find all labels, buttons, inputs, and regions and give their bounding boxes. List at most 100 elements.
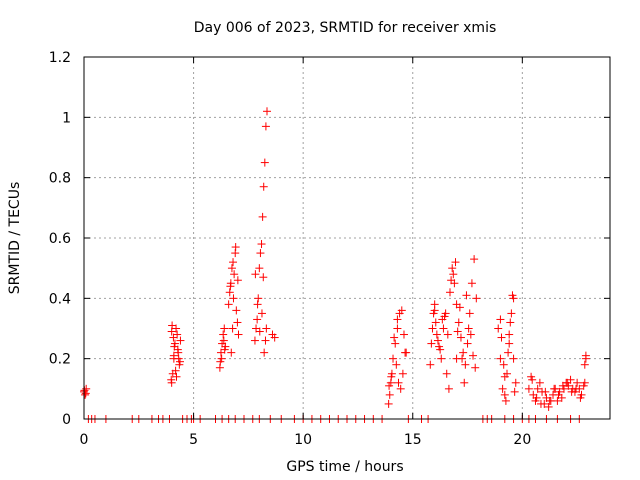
data-point	[430, 306, 439, 315]
x-tick-label: 10	[294, 432, 312, 448]
data-point	[220, 345, 229, 354]
data-point	[391, 339, 400, 348]
data-point	[81, 390, 90, 399]
data-point	[448, 264, 457, 273]
data-point	[532, 393, 541, 402]
data-point	[558, 381, 567, 390]
data-point	[385, 390, 394, 399]
y-tick-label: 0.2	[49, 352, 71, 368]
data-point	[167, 327, 176, 336]
data-point	[233, 318, 242, 327]
data-point	[536, 399, 545, 408]
data-point	[451, 258, 460, 267]
data-point	[169, 351, 178, 360]
data-point	[385, 381, 394, 390]
x-tick-label: 20	[513, 432, 531, 448]
data-point	[472, 294, 481, 303]
data-point	[167, 375, 176, 384]
data-point	[453, 327, 462, 336]
data-point	[437, 354, 446, 363]
data-point	[541, 387, 550, 396]
data-point	[257, 309, 266, 318]
data-point	[427, 339, 436, 348]
data-point	[524, 384, 533, 393]
data-point	[554, 390, 563, 399]
data-point	[535, 378, 544, 387]
data-point	[253, 315, 262, 324]
data-point	[544, 402, 553, 411]
data-point	[439, 324, 448, 333]
y-axis-ticks: 0 0.2 0.4 0.6 0.8 1 1.2	[49, 50, 610, 428]
data-point	[255, 327, 264, 336]
data-point	[227, 264, 236, 273]
data-point	[506, 318, 515, 327]
data-point	[259, 182, 268, 191]
data-point	[216, 357, 225, 366]
data-point	[226, 282, 235, 291]
data-marks	[80, 107, 590, 423]
data-point	[464, 324, 473, 333]
x-axis-label: GPS time / hours	[286, 459, 403, 475]
data-point	[580, 360, 589, 369]
data-point	[452, 354, 461, 363]
data-point	[175, 357, 184, 366]
x-tick-label: 5	[189, 432, 198, 448]
data-point	[576, 393, 585, 402]
data-point	[494, 324, 503, 333]
data-point	[392, 360, 401, 369]
data-point	[253, 300, 262, 309]
data-point	[467, 279, 476, 288]
data-point	[459, 348, 468, 357]
data-point	[398, 369, 407, 378]
data-point	[257, 240, 266, 249]
data-point	[260, 158, 269, 167]
data-point	[470, 255, 479, 264]
x-axis-ticks: 0 5 10 15 20	[80, 57, 531, 448]
data-point	[463, 339, 472, 348]
data-point	[387, 372, 396, 381]
data-point	[501, 396, 510, 405]
data-point	[229, 294, 238, 303]
data-point	[573, 378, 582, 387]
data-point	[456, 333, 465, 342]
data-point	[567, 387, 576, 396]
y-tick-label: 1	[62, 110, 71, 126]
data-point	[572, 384, 581, 393]
data-point	[545, 396, 554, 405]
grid	[84, 57, 610, 419]
data-point	[563, 378, 572, 387]
data-point	[496, 354, 505, 363]
data-point	[460, 378, 469, 387]
y-tick-label: 0	[62, 412, 71, 428]
data-point	[256, 249, 265, 258]
data-point	[509, 354, 518, 363]
data-point	[393, 315, 402, 324]
data-point	[499, 360, 508, 369]
data-point	[230, 270, 239, 279]
data-point	[431, 318, 440, 327]
data-point	[393, 324, 402, 333]
data-point	[505, 339, 514, 348]
data-point	[396, 384, 405, 393]
data-point	[233, 276, 242, 285]
data-point	[219, 330, 228, 339]
data-point	[394, 378, 403, 387]
data-point	[401, 348, 410, 357]
plot-frame	[83, 56, 611, 420]
data-point	[172, 372, 181, 381]
data-point	[436, 345, 445, 354]
data-point	[390, 333, 399, 342]
data-point	[250, 336, 259, 345]
data-point	[228, 324, 237, 333]
data-point	[508, 291, 517, 300]
data-point	[220, 324, 229, 333]
data-point	[528, 375, 537, 384]
data-point	[173, 345, 182, 354]
data-point	[229, 258, 238, 267]
data-point	[497, 333, 506, 342]
data-point	[227, 348, 236, 357]
data-point	[219, 336, 228, 345]
x-tick-label: 0	[80, 432, 89, 448]
data-point	[171, 366, 180, 375]
